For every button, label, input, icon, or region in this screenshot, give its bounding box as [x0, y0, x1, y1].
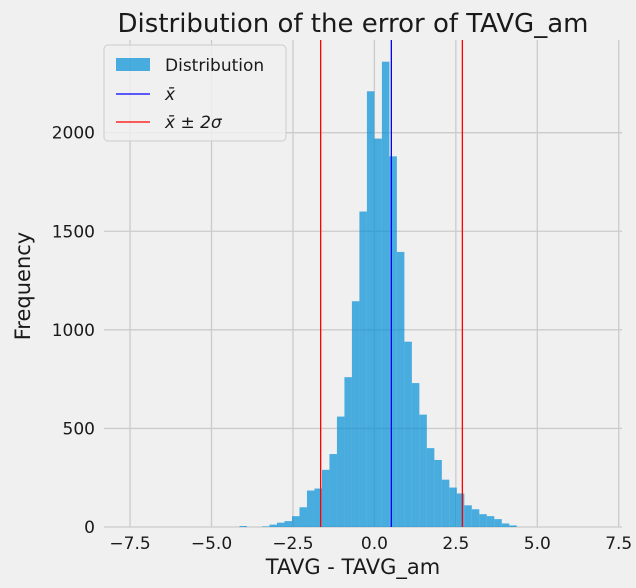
histogram-bar [351, 301, 360, 527]
histogram-bar [396, 251, 405, 528]
legend-label: Distribution [165, 56, 264, 76]
legend-label: x̄ [164, 85, 176, 105]
histogram-bar [269, 524, 277, 527]
y-tick-label: 1500 [52, 222, 95, 242]
histogram-bar [239, 526, 248, 527]
histogram-bar [314, 488, 322, 527]
histogram-bar [336, 416, 345, 527]
x-tick-label: −7.5 [109, 534, 150, 554]
y-tick-label: 500 [63, 419, 95, 439]
x-tick-label: 0.0 [361, 534, 388, 554]
histogram-bar [509, 525, 517, 527]
histogram-bar [441, 479, 450, 527]
histogram-bar [464, 505, 472, 527]
y-tick-label: 2000 [52, 124, 95, 144]
histogram-bar [494, 519, 502, 527]
histogram-bar [381, 61, 390, 527]
x-tick-label: −5.0 [191, 534, 232, 554]
x-tick-label: −2.5 [272, 534, 313, 554]
histogram-bar [389, 156, 397, 527]
legend: Distribution x̄ x̄ ± 2σ [103, 44, 287, 142]
x-axis-ticks: −7.5 −5.0 −2.5 0.0 2.5 5.0 7.5 [109, 534, 632, 554]
x-tick-label: 7.5 [605, 534, 632, 554]
histogram-bar [456, 493, 465, 527]
chart-title: Distribution of the error of TAVG_am [118, 9, 589, 39]
histogram-bar [419, 414, 427, 527]
x-tick-label: 5.0 [524, 534, 551, 554]
histogram-bar [306, 490, 315, 527]
histogram-bar [434, 459, 442, 527]
histogram-bar [426, 448, 435, 527]
histogram-bar [276, 522, 285, 527]
y-axis-ticks: 0 500 1000 1500 2000 [52, 124, 95, 538]
legend-swatch-distribution [116, 58, 150, 71]
y-tick-label: 0 [84, 518, 95, 538]
histogram-bar [262, 526, 270, 527]
y-tick-label: 1000 [52, 321, 95, 341]
histogram-bar [344, 377, 352, 527]
histogram-bar [501, 523, 510, 527]
histogram-bar [486, 516, 495, 527]
x-axis-label: TAVG - TAVG_am [265, 555, 440, 580]
histogram-bar [374, 138, 382, 527]
histogram-bar [449, 487, 457, 527]
legend-label: x̄ ± 2σ [164, 113, 223, 133]
x-tick-label: 2.5 [442, 534, 469, 554]
histogram-bars [239, 61, 517, 528]
histogram-bar [366, 91, 375, 528]
reference-lines [319, 40, 464, 527]
histogram-bar [404, 341, 412, 527]
histogram-bar [284, 521, 292, 527]
histogram-bar [299, 507, 307, 527]
histogram-bar [411, 383, 420, 527]
histogram-bar [321, 469, 330, 527]
histogram-bar [479, 514, 487, 527]
histogram-bar [329, 454, 337, 527]
y-axis-label: Frequency [11, 232, 35, 341]
histogram-bar [359, 211, 367, 527]
histogram-bar [471, 509, 480, 527]
histogram-bar [291, 516, 300, 527]
